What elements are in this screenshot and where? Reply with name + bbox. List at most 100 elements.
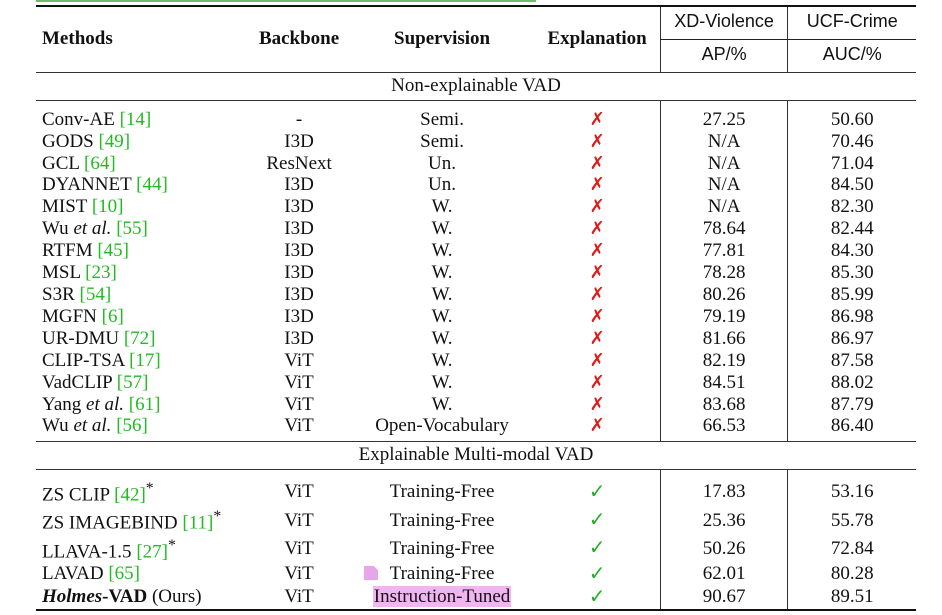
backbone-cell: I3D [284, 262, 314, 284]
supervision-cell: Training-Free [389, 537, 495, 559]
method-cell: Holmes-VAD (Ours) [36, 585, 249, 611]
citation-link[interactable]: [64] [84, 152, 116, 174]
backbone-cell: I3D [284, 196, 314, 218]
cross-mark-icon: ✗ [589, 393, 605, 415]
table-body: Non-explainable VAD Conv-AE [14] - Semi. ✗ 27… [36, 71, 916, 611]
xd-ap-cell: N/A [659, 196, 788, 219]
method-cell: MSL [23] [36, 262, 249, 284]
citation-link[interactable]: [42] [114, 484, 146, 506]
xd-ap-cell: 79.19 [659, 305, 788, 328]
citation-link[interactable]: [17] [129, 349, 161, 371]
check-mark-icon: ✓ [588, 535, 606, 560]
cross-mark-icon: ✗ [589, 152, 605, 174]
citation-link[interactable]: [72] [123, 327, 156, 349]
check-mark-icon: ✓ [588, 583, 606, 608]
table-row: ZS CLIP [42]* ViT Training-Free ✓ 17.83 53.16 [36, 469, 916, 507]
supervision-cell: Un. [428, 174, 457, 196]
supervision-cell: Training-Free [349, 469, 535, 507]
cross-mark-icon: ✗ [589, 349, 605, 371]
citation-link[interactable]: [11] [182, 512, 214, 534]
backbone-cell: ViT [284, 509, 314, 531]
method-cell: Wu et al. [55] [36, 218, 249, 240]
ucf-auc-cell: 82.30 [787, 196, 916, 219]
explanation-cell: ✓ [535, 562, 661, 586]
method-name: MIST [42, 196, 92, 218]
supervision-cell: W. [431, 196, 453, 218]
table-row: DYANNET [44] I3D Un. ✗ N/A 84.50 [36, 174, 916, 197]
method-name: GODS [42, 130, 99, 152]
supervision-cell: Semi. [420, 130, 464, 152]
backbone-cell: ViT [284, 415, 314, 437]
backbone-cell: ViT [248, 469, 350, 507]
cross-mark-icon: ✗ [589, 196, 605, 218]
explanation-cell: ✓ [534, 583, 661, 611]
table-row: S3R [54] I3D W. ✗ 80.26 85.99 [36, 283, 916, 306]
col-methods-header: Methods [36, 4, 249, 73]
highlighted-text[interactable]: Instruction-Tuned [372, 586, 512, 608]
method-name: VadCLIP [42, 371, 117, 393]
citation-link[interactable]: [54] [79, 283, 112, 305]
backbone-cell: I3D [284, 305, 314, 327]
method-cell: GODS [49] [36, 131, 249, 153]
ucf-auc-cell: 53.16 [787, 469, 916, 507]
backbone-cell: I3D [284, 240, 314, 262]
ucf-auc-cell: 89.51 [787, 585, 916, 611]
header-row-sub: AP/% AUC/% [36, 39, 916, 73]
method-cell: Conv-AE [14] [36, 99, 249, 131]
supervision-cell: Training-Free [389, 563, 495, 585]
citation-link[interactable]: [49] [98, 130, 131, 152]
citation-link[interactable]: [57] [116, 371, 149, 393]
explanation-cell: ✗ [535, 350, 661, 372]
col-ucf-crime-header: UCF-Crime [787, 4, 916, 40]
table-row: Wu et al. [55] I3D W. ✗ 78.64 82.44 [36, 218, 916, 241]
method-name: -VAD [102, 586, 148, 608]
citation-link[interactable]: [6] [101, 305, 124, 327]
method-cell: DYANNET [44] [36, 174, 249, 196]
method-name-italic: et al. [73, 218, 112, 240]
xd-ap-cell: 17.83 [659, 469, 788, 507]
citation-link[interactable]: [27] [136, 541, 168, 563]
cross-mark-icon: ✗ [589, 371, 605, 393]
col-explanation-header: Explanation [534, 4, 661, 73]
citation-link[interactable]: [65] [108, 563, 140, 585]
citation-link[interactable]: [23] [85, 262, 117, 284]
table-row: LAVAD [65] ViT Training-Free ✓ 62.01 80.28 [36, 562, 916, 586]
header-row-top: Methods Backbone Supervision Explanation… [36, 4, 916, 73]
ucf-auc-cell: 84.30 [787, 240, 916, 263]
method-name: MGFN [42, 305, 102, 327]
method-name: UR-DMU [42, 327, 124, 349]
table-row: MGFN [6] I3D W. ✗ 79.19 86.98 [36, 305, 916, 328]
xd-ap-cell: 83.68 [659, 393, 788, 416]
xd-ap-cell: 50.26 [659, 534, 788, 563]
citation-link[interactable]: [45] [97, 240, 130, 262]
xd-ap-cell: N/A [659, 130, 788, 153]
method-suffix: (Ours) [147, 586, 202, 608]
method-name: GCL [42, 152, 85, 174]
xd-ap-cell: 80.26 [659, 283, 788, 306]
sticky-note-icon[interactable] [364, 566, 378, 580]
supervision-cell: W. [431, 240, 453, 262]
table-row: GCL [64] ResNext Un. ✗ N/A 71.04 [36, 152, 916, 175]
ucf-auc-cell: 85.99 [787, 283, 916, 306]
citation-link[interactable]: [14] [119, 108, 152, 130]
xd-ap-cell: 77.81 [659, 240, 788, 263]
explanation-cell: ✗ [535, 196, 661, 218]
supervision-cell: W. [431, 305, 453, 327]
check-mark-icon: ✓ [588, 507, 606, 532]
citation-link[interactable]: [44] [136, 174, 168, 196]
citation-link[interactable]: [56] [116, 415, 148, 437]
citation-link[interactable]: [61] [128, 393, 161, 415]
method-cell: LLAVA-1.5 [27]* [36, 535, 249, 563]
citation-link[interactable]: [55] [116, 218, 148, 240]
ucf-auc-cell: 85.30 [787, 262, 916, 284]
ucf-auc-cell: 87.58 [787, 349, 916, 372]
cross-mark-icon: ✗ [589, 108, 605, 130]
explanation-cell: ✗ [535, 284, 661, 306]
method-cell: ZS IMAGEBIND [11]* [36, 506, 249, 534]
xd-ap-cell: N/A [659, 174, 788, 197]
explanation-cell: ✗ [535, 153, 661, 175]
backbone-cell: ViT [284, 537, 314, 559]
method-name: LAVAD [42, 563, 109, 585]
explanation-cell: ✗ [535, 131, 661, 153]
citation-link[interactable]: [10] [91, 196, 124, 218]
